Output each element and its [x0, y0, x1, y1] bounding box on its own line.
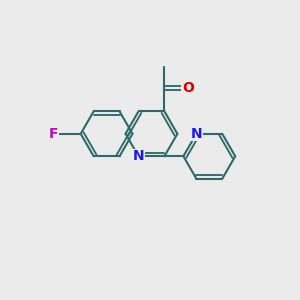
Text: F: F — [49, 127, 58, 141]
Text: N: N — [133, 149, 144, 163]
Text: O: O — [182, 81, 194, 95]
Text: N: N — [190, 127, 202, 141]
